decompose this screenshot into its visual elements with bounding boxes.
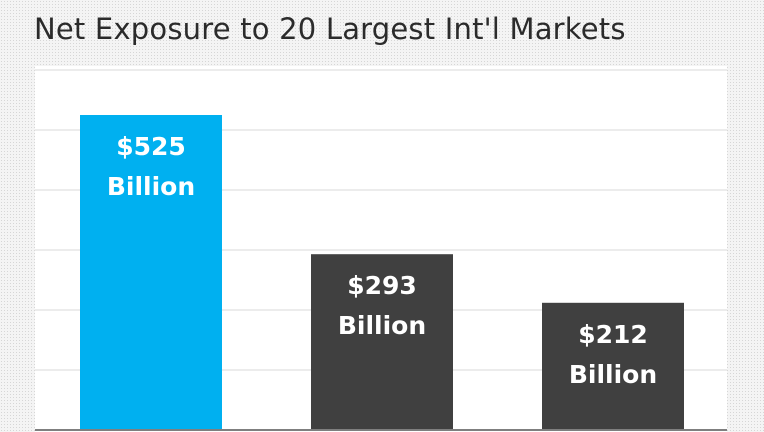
data-labels: $525 Billion $293 Billion $212 Billion [107,132,657,389]
bar-1-label-line-2: Billion [107,172,195,201]
bar-1-label-line-1: $525 [116,132,186,161]
bars [80,115,684,430]
bar-3 [542,302,684,430]
bar-2-label-line-1: $293 [347,271,417,300]
bar-1 [80,115,222,430]
bar-2-label-line-2: Billion [338,311,426,340]
bar-3-label-line-1: $212 [578,320,648,349]
bar-2 [311,254,453,430]
bar-3-label-line-2: Billion [569,360,657,389]
chart-title: Net Exposure to 20 Largest Int'l Markets [34,12,626,46]
